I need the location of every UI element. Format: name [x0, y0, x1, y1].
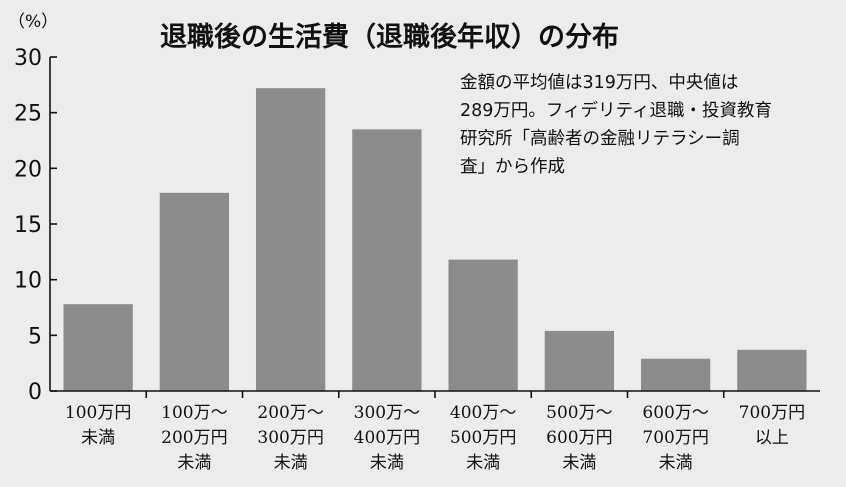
x-tick-label: 200万円	[161, 428, 227, 448]
x-tick-label: 未満	[370, 453, 404, 473]
x-tick-label: 300万～	[354, 403, 420, 423]
x-tick-label: 未満	[466, 453, 500, 473]
x-tick-label: 未満	[562, 453, 596, 473]
x-tick-label: 100万円	[65, 403, 131, 423]
bars	[63, 88, 807, 391]
bar	[352, 129, 422, 391]
y-axis-ticks: 0 5 10 15 20 25 30	[14, 46, 57, 405]
x-tick-label: 400万円	[354, 428, 420, 448]
x-tick-label: 600万円	[546, 428, 612, 448]
y-tick-label: 5	[28, 324, 42, 349]
x-axis-ticks: 100万円未満100万～200万円未満200万～300万円未満300万～400万…	[65, 391, 805, 473]
bar	[737, 349, 807, 391]
y-tick-label: 10	[14, 269, 42, 294]
x-tick-label: 700万円	[642, 428, 708, 448]
x-tick-label: 300万円	[257, 428, 323, 448]
x-tick-label: 600万～	[642, 403, 708, 423]
x-tick-label: 未満	[177, 453, 211, 473]
x-tick-label: 200万～	[257, 403, 323, 423]
annotation-line: 査」から作成	[460, 157, 565, 177]
y-tick-label: 25	[14, 102, 42, 127]
y-unit-label: （%）	[8, 12, 58, 32]
bar	[255, 88, 326, 391]
x-tick-label: 500万円	[450, 428, 516, 448]
bar	[159, 192, 230, 391]
x-tick-label: 以上	[755, 428, 789, 448]
chart-title: 退職後の生活費（退職後年収）の分布	[160, 21, 619, 53]
annotation-line: 金額の平均値は319万円、中央値は	[460, 73, 738, 93]
annotation-line: 289万円。フィデリティ退職・投資教育	[460, 100, 772, 121]
x-tick-label: 未満	[659, 453, 693, 473]
y-tick-label: 15	[14, 213, 42, 238]
annotation-line: 研究所「高齢者の金融リテラシー調	[460, 129, 740, 149]
x-tick-label: 500万～	[546, 403, 612, 423]
x-tick-label: 未満	[274, 453, 308, 473]
bar	[640, 358, 711, 391]
bar	[544, 330, 615, 391]
x-tick-label: 未満	[81, 428, 115, 448]
y-tick-label: 20	[14, 157, 42, 182]
x-tick-label: 700万円	[739, 403, 805, 423]
y-tick-label: 30	[14, 46, 42, 71]
x-tick-label: 400万～	[450, 403, 516, 423]
x-tick-label: 100万～	[161, 403, 227, 423]
annotation-note: 金額の平均値は319万円、中央値は 289万円。フィデリティ退職・投資教育研究所「…	[460, 73, 772, 177]
bar	[63, 304, 133, 391]
y-tick-label: 0	[28, 380, 42, 405]
bar	[448, 259, 518, 391]
